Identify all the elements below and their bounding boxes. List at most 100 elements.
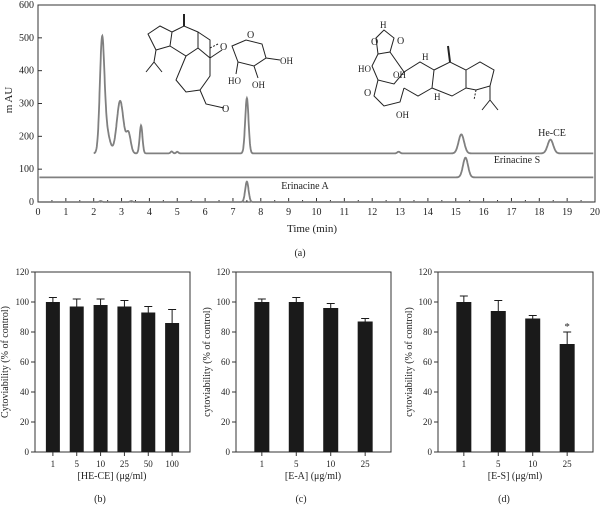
x-tick-label: 1: [51, 459, 56, 469]
x-tick-label: 10: [312, 207, 322, 218]
svg-text:O: O: [371, 37, 378, 48]
y-tick-label: 20: [221, 417, 231, 427]
x-tick-label: 4: [147, 207, 152, 218]
x-tick-label: 1: [462, 459, 467, 469]
bar: [490, 311, 506, 452]
trace-erinacine-a: [39, 180, 594, 203]
panel-c-bars: 0 20 40 60 80 100 120 1 5 10 25: [217, 267, 373, 469]
chromatogram-y-label: m AU: [3, 87, 15, 114]
y-tick-label: 20: [423, 417, 433, 427]
x-tick-label: 8: [258, 207, 263, 218]
svg-text:O: O: [247, 30, 254, 41]
y-tick-label: 300: [19, 99, 34, 110]
trace-he-ce: [93, 33, 594, 155]
chromatogram-x-axis: 0 1 2 3 4 5 6 7 8 9 10 11 12 13 14 15 16 17 18 19 20: [36, 198, 600, 218]
y-tick-label: 200: [19, 131, 34, 142]
x-tick-label: 16: [479, 207, 489, 218]
x-tick-label: 15: [451, 207, 461, 218]
x-tick-label: 5: [496, 459, 501, 469]
y-tick-label: 600: [19, 0, 34, 11]
svg-text:HO: HO: [228, 76, 241, 86]
y-tick-label: 0: [428, 447, 433, 457]
bar-panel-he-ce: 0 20 40 60 80 100 120 1 5 10 25 50 100 Cytoviability…: [0, 267, 191, 505]
panel-label-c: (c): [295, 494, 306, 505]
y-tick-label: 20: [20, 417, 30, 427]
bar: [288, 302, 304, 452]
y-tick-label: 60: [20, 357, 30, 367]
y-tick-label: 40: [423, 387, 433, 397]
x-tick-label: 100: [165, 459, 179, 469]
trace-label-he-ce: He-CE: [538, 128, 566, 139]
panel-label-d: (d): [498, 494, 510, 505]
x-tick-label: 10: [326, 459, 336, 469]
x-tick-label: 7: [230, 207, 235, 218]
panel-label-a: (a): [294, 248, 305, 259]
bar-panel-e-s: 0 20 40 60 80 100 120 1 5 10 25 * cytoviability (% …: [404, 267, 594, 505]
x-tick-label: 3: [119, 207, 124, 218]
x-tick-label: 10: [528, 459, 538, 469]
y-tick-label: 100: [19, 164, 34, 175]
y-tick-label: 120: [16, 267, 30, 277]
panel-c-y-label: cytoviability (% of control): [202, 307, 213, 417]
y-tick-label: 400: [19, 66, 34, 77]
chromatogram-y-axis: 0 100 200 300 400 500 600: [19, 0, 42, 208]
bar: [559, 344, 575, 452]
x-tick-label: 5: [74, 459, 79, 469]
panel-b-y-label: Cytoviability (% of control): [0, 306, 11, 418]
x-tick-label: 25: [563, 459, 573, 469]
svg-text:H: H: [380, 20, 387, 30]
x-tick-label: 5: [175, 207, 180, 218]
svg-text:OH: OH: [396, 110, 409, 120]
x-tick-label: 17: [506, 207, 516, 218]
panel-d-bars: 0 20 40 60 80 100 120 1 5 10 25 *: [419, 267, 575, 469]
y-tick-label: 80: [221, 327, 231, 337]
trace-label-erinacine-s: Erinacine S: [494, 155, 540, 166]
panel-label-b: (b): [94, 494, 106, 505]
svg-text:H: H: [422, 52, 429, 62]
bar-panel-e-a: 0 20 40 60 80 100 120 1 5 10 25 cytoviability (% o…: [202, 267, 392, 505]
svg-text:OH: OH: [252, 80, 265, 90]
svg-text:OH: OH: [280, 56, 293, 66]
chemical-structure-erinacine-a: O O O OH OH HO: [145, 14, 293, 115]
bar: [525, 318, 541, 452]
svg-text:OH: OH: [393, 70, 406, 80]
y-tick-label: 40: [221, 387, 231, 397]
svg-text:H: H: [434, 92, 441, 102]
x-tick-label: 1: [260, 459, 265, 469]
bar: [69, 306, 84, 452]
svg-text:O: O: [222, 104, 229, 115]
x-tick-label: 11: [340, 207, 350, 218]
panel-c-x-label: [E-A] (μg/ml): [285, 471, 341, 482]
svg-text:O: O: [220, 42, 227, 53]
bar: [456, 302, 472, 452]
y-tick-label: 60: [423, 357, 433, 367]
trace-erinacine-s: [39, 156, 594, 179]
y-tick-label: 60: [221, 357, 231, 367]
bar: [45, 302, 60, 452]
bar: [254, 302, 270, 452]
y-tick-label: 500: [19, 33, 34, 44]
x-tick-label: 50: [144, 459, 154, 469]
x-tick-label: 20: [590, 207, 600, 218]
bar: [141, 312, 156, 452]
x-tick-label: 19: [562, 207, 572, 218]
bar: [117, 306, 132, 452]
panel-d-y-label: cytoviability (% of control): [404, 307, 415, 417]
x-tick-label: 25: [120, 459, 130, 469]
panel-b-bars: 0 20 40 60 80 100 120 1 5 10 25 50 100: [16, 267, 180, 469]
y-tick-label: 0: [29, 197, 34, 208]
y-tick-label: 100: [16, 297, 30, 307]
chromatogram-x-label: Time (min): [287, 223, 337, 235]
x-tick-label: 2: [91, 207, 96, 218]
x-tick-label: 12: [367, 207, 377, 218]
chromatogram-traces: [39, 33, 594, 203]
significance-marker: *: [564, 321, 570, 333]
y-tick-label: 40: [20, 387, 30, 397]
x-tick-label: 1: [63, 207, 68, 218]
x-tick-label: 25: [361, 459, 371, 469]
y-tick-label: 120: [419, 267, 433, 277]
bar: [323, 308, 339, 452]
x-tick-label: 5: [294, 459, 299, 469]
